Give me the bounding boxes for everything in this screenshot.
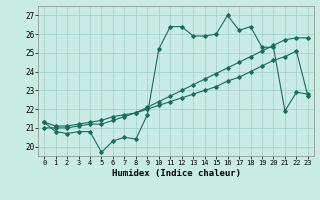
X-axis label: Humidex (Indice chaleur): Humidex (Indice chaleur) xyxy=(111,169,241,178)
